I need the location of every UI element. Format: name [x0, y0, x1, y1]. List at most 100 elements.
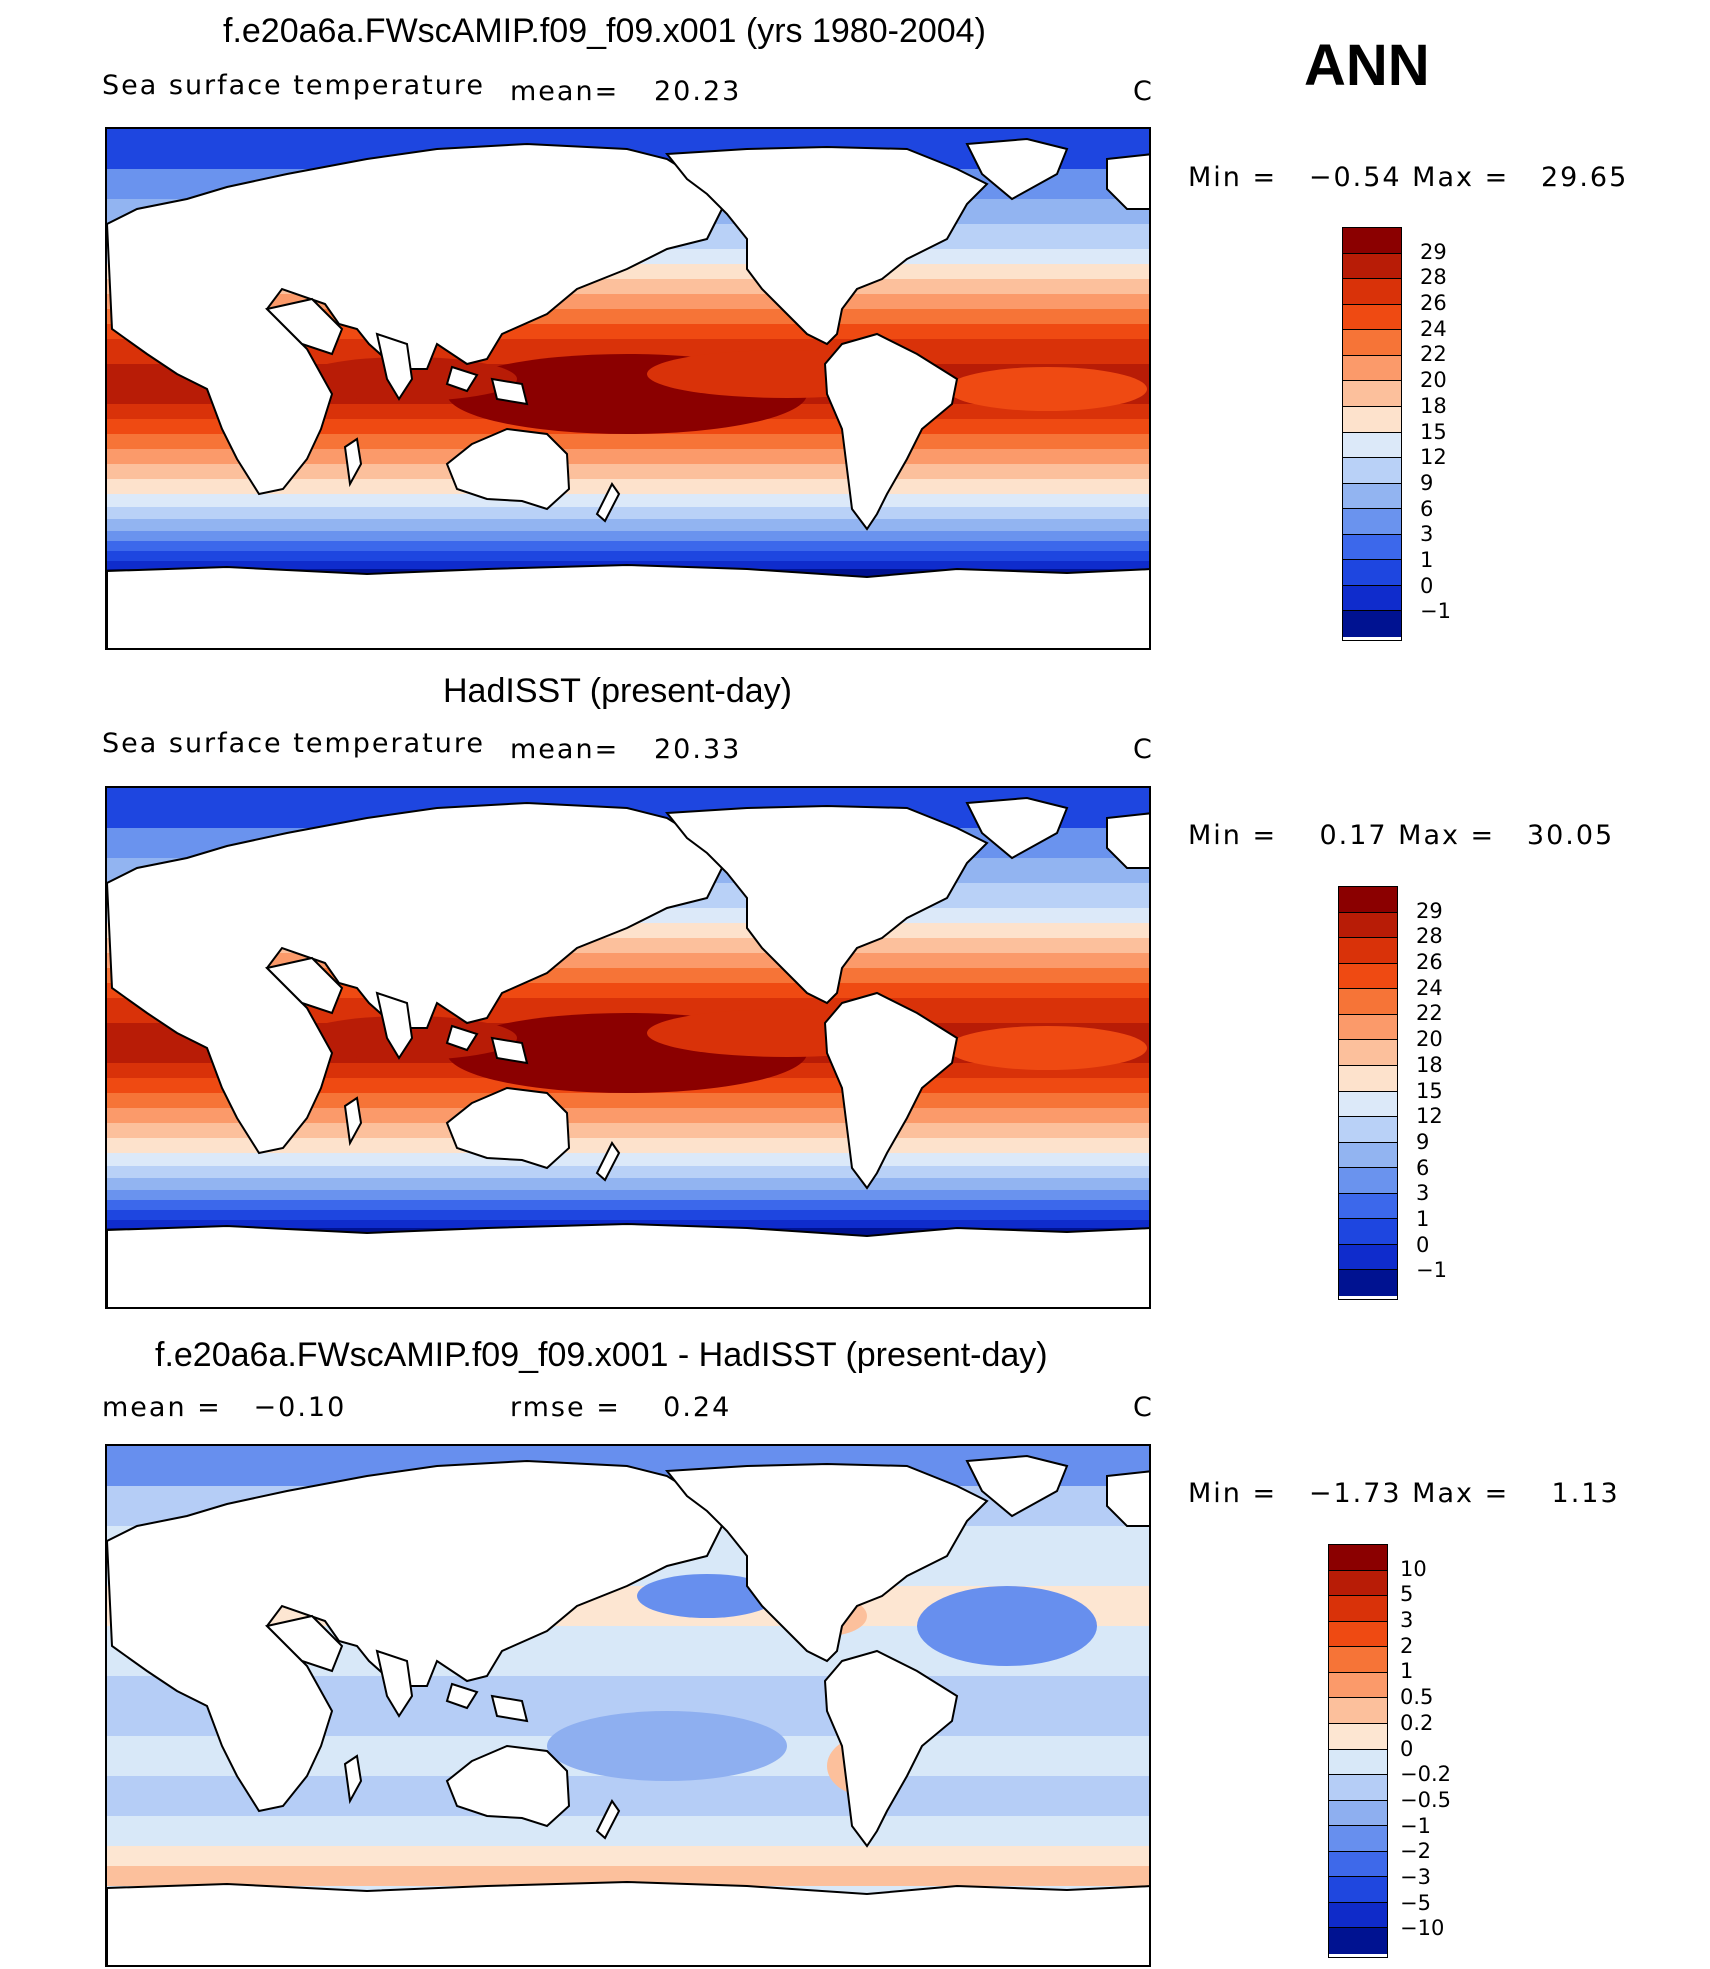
panel3-min-max: Min = −1.73 Max = 1.13	[1188, 1478, 1620, 1509]
ocean-band	[107, 1190, 1149, 1201]
colorbar-label: 0.5	[1400, 1685, 1434, 1710]
warm-pool	[947, 367, 1147, 411]
colorbar-label: −1	[1416, 1258, 1447, 1283]
ocean-band	[107, 551, 1149, 562]
landmass	[445, 1682, 479, 1710]
colorbar-swatch	[1329, 1672, 1387, 1699]
colorbar-label: 0	[1420, 573, 1434, 598]
landmass	[445, 427, 571, 511]
colorbar-swatch	[1339, 1193, 1397, 1220]
colorbar-swatch	[1339, 1040, 1397, 1066]
colorbar-swatch	[1339, 938, 1397, 964]
anomaly-region	[637, 1574, 777, 1618]
colorbar-label: 1	[1400, 1659, 1414, 1684]
landmass	[445, 365, 479, 393]
landmass	[595, 482, 621, 523]
landmass	[965, 137, 1069, 201]
colorbar-swatch	[1343, 611, 1401, 637]
colorbar-swatch	[1343, 228, 1401, 254]
panel3-diff-field	[107, 1446, 1149, 1965]
panel2-mean-label: mean=	[510, 734, 620, 765]
panel2-variable: Sea surface temperature	[102, 728, 485, 759]
colorbar-label: 22	[1416, 1001, 1443, 1026]
colorbar-swatch	[1343, 534, 1401, 561]
panel2-mean-value: 20.33	[654, 734, 742, 765]
colorbar-swatch	[1329, 1877, 1387, 1903]
landmass	[107, 563, 1149, 648]
colorbar-swatch	[1339, 912, 1397, 939]
colorbar-label: 9	[1416, 1129, 1430, 1154]
colorbar-swatch	[1329, 1928, 1387, 1954]
landmass	[490, 1036, 529, 1065]
colorbar-label: −0.5	[1400, 1787, 1451, 1812]
landmass	[823, 991, 959, 1190]
panel1-title: f.e20a6a.FWscAMIP.f09_f09.x001 (yrs 1980…	[223, 12, 986, 50]
colorbar-swatch	[1343, 355, 1401, 382]
colorbar-swatch	[1343, 560, 1401, 586]
landmass	[665, 145, 989, 346]
landmass	[595, 1799, 621, 1840]
colorbar-label: −2	[1400, 1839, 1431, 1864]
colorbar-swatch	[1339, 989, 1397, 1015]
colorbar-label: 12	[1420, 445, 1447, 470]
panel1-colorbar	[1342, 227, 1402, 641]
colorbar-swatch	[1343, 330, 1401, 356]
landmass	[343, 437, 363, 488]
colorbar-label: 1	[1420, 547, 1434, 572]
colorbar-label: 10	[1400, 1556, 1427, 1581]
colorbar-label: 0	[1400, 1736, 1414, 1761]
colorbar-label: −0.2	[1400, 1762, 1451, 1787]
colorbar-swatch	[1329, 1723, 1387, 1750]
colorbar-label: 6	[1416, 1155, 1430, 1180]
panel1-units: C	[1133, 76, 1154, 107]
panel2-title: HadISST (present-day)	[443, 672, 792, 710]
anomaly-region	[917, 1586, 1097, 1666]
panel1-mean-value: 20.23	[654, 76, 742, 107]
colorbar-swatch	[1339, 1219, 1397, 1245]
panel1-sst-field	[107, 129, 1149, 648]
colorbar-label: 26	[1416, 950, 1443, 975]
colorbar-swatch	[1343, 432, 1401, 459]
landmass	[490, 377, 529, 406]
colorbar-swatch	[1329, 1570, 1387, 1597]
colorbar-label: 24	[1416, 975, 1443, 1000]
colorbar-label: −5	[1400, 1890, 1431, 1915]
colorbar-label: 2	[1400, 1633, 1414, 1658]
colorbar-label: 26	[1420, 291, 1447, 316]
colorbar-label: 28	[1420, 265, 1447, 290]
ocean-band	[107, 1816, 1149, 1847]
landmass	[965, 796, 1069, 860]
landmass	[1106, 812, 1149, 869]
colorbar-swatch	[1339, 1142, 1397, 1169]
colorbar-swatch	[1343, 458, 1401, 484]
colorbar-label: 22	[1420, 342, 1447, 367]
colorbar-swatch	[1339, 963, 1397, 990]
panel1-min-max: Min = −0.54 Max = 29.65	[1188, 162, 1629, 193]
ocean-band	[107, 1210, 1149, 1221]
landmass	[265, 1614, 344, 1673]
colorbar-label: 29	[1420, 239, 1447, 264]
landmass	[595, 1141, 621, 1182]
colorbar-label: 12	[1416, 1104, 1443, 1129]
colorbar-swatch	[1339, 1168, 1397, 1194]
colorbar-label: 15	[1416, 1078, 1443, 1103]
colorbar-label: −10	[1400, 1916, 1445, 1941]
panel1-variable: Sea surface temperature	[102, 70, 485, 101]
landmass	[107, 801, 724, 1155]
season-label: ANN	[1304, 33, 1430, 98]
panel3-mean: mean = −0.10	[102, 1392, 347, 1423]
colorbar-swatch	[1343, 253, 1401, 280]
landmass	[375, 991, 414, 1060]
colorbar-label: 29	[1416, 898, 1443, 923]
colorbar-label: 1	[1416, 1206, 1430, 1231]
colorbar-label: −1	[1400, 1813, 1431, 1838]
colorbar-label: 28	[1416, 924, 1443, 949]
colorbar-swatch	[1343, 509, 1401, 535]
landmass	[445, 1024, 479, 1052]
ocean-band	[107, 1178, 1149, 1191]
panel1-map	[105, 127, 1151, 650]
panel3-map	[105, 1444, 1151, 1967]
panel2-sst-field	[107, 788, 1149, 1307]
landmass	[490, 1694, 529, 1723]
colorbar-label: 6	[1420, 496, 1434, 521]
